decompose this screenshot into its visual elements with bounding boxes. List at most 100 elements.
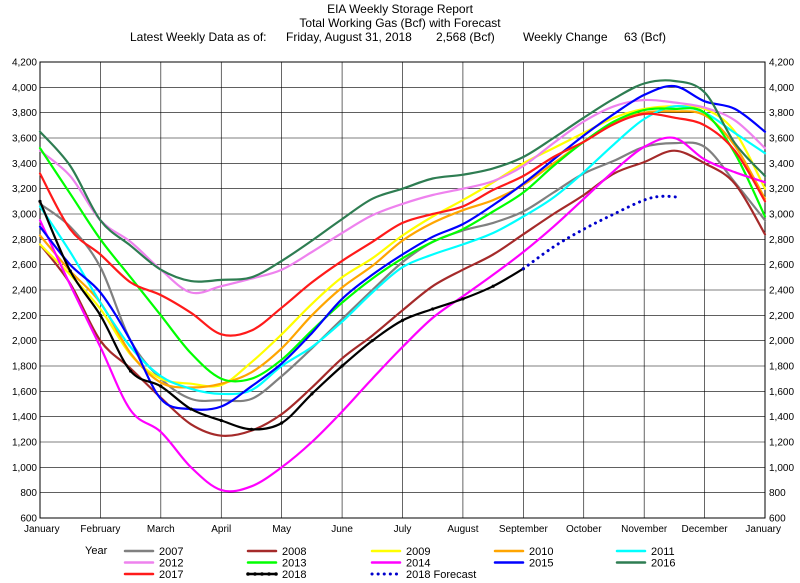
y-tick-label-right: 2,200 xyxy=(769,311,794,322)
y-tick-label: 2,800 xyxy=(12,235,37,246)
series-line-2009 xyxy=(38,104,767,388)
legend-label: 2018 xyxy=(282,569,306,581)
legend-label: 2016 xyxy=(651,558,675,570)
latest-value: 2,568 (Bcf) xyxy=(436,30,495,44)
legend-label: 2011 xyxy=(651,546,675,558)
legend-label: 2010 xyxy=(529,546,553,558)
y-tick-label: 800 xyxy=(20,488,37,499)
chart-subtitle: Total Working Gas (Bcf) with Forecast xyxy=(299,16,501,30)
legend-label: 2007 xyxy=(159,546,183,558)
y-tick-label: 2,200 xyxy=(12,311,37,322)
y-tick-label: 2,600 xyxy=(12,260,37,271)
legend-label: 2015 xyxy=(529,558,553,570)
series-point-2018 xyxy=(370,339,374,343)
legend-marker xyxy=(246,572,250,576)
y-tick-label-right: 1,400 xyxy=(769,412,794,423)
y-tick-label: 1,600 xyxy=(12,387,37,398)
legend-marker xyxy=(267,572,271,576)
series-point-2018 xyxy=(400,318,405,322)
y-tick-label-right: 3,800 xyxy=(769,108,794,119)
y-tick-label: 3,400 xyxy=(12,159,37,170)
y-tick-label: 2,000 xyxy=(12,336,37,347)
legend-label: 2014 xyxy=(406,558,430,570)
x-axis: January February March April May June July Augu… xyxy=(24,524,781,535)
series-line-2018-forecast xyxy=(521,194,682,271)
y-tick-label: 1,000 xyxy=(12,463,37,474)
series-line-2014 xyxy=(38,136,767,493)
x-tick-label: November xyxy=(621,524,668,535)
series-line-2011 xyxy=(38,105,767,396)
legend-label: 2018 Forecast xyxy=(406,569,476,581)
y-tick-label-right: 800 xyxy=(769,488,786,499)
legend-marker xyxy=(253,572,257,576)
y-tick-label: 3,600 xyxy=(12,134,37,145)
y-tick-label: 4,000 xyxy=(12,83,37,94)
y-tick-label: 600 xyxy=(20,514,37,525)
chart-title: EIA Weekly Storage Report xyxy=(327,2,473,16)
x-tick-label: October xyxy=(566,524,602,535)
series-point-2018 xyxy=(38,199,42,203)
series-line-2016 xyxy=(38,79,767,283)
x-tick-label: May xyxy=(272,524,291,535)
latest-date: Friday, August 31, 2018 xyxy=(286,30,412,44)
x-tick-label: December xyxy=(682,524,729,535)
x-tick-label: March xyxy=(147,524,175,535)
weekly-change-value: 63 (Bcf) xyxy=(624,30,667,44)
series-point-2018 xyxy=(280,421,284,425)
plot-frame xyxy=(39,61,766,519)
legend-marker xyxy=(274,572,278,576)
series-point-2018 xyxy=(159,384,163,388)
x-tick-label: January xyxy=(745,524,781,535)
y-tick-label: 3,800 xyxy=(12,108,37,119)
y-tick-label-right: 1,800 xyxy=(769,362,794,373)
y-tick-label: 1,200 xyxy=(12,438,37,449)
legend-label: 2008 xyxy=(282,546,306,558)
x-tick-label: August xyxy=(447,524,478,535)
series-line-2010 xyxy=(38,110,767,389)
series-point-2018 xyxy=(219,418,223,423)
series-point-2018 xyxy=(431,307,435,311)
legend-label: 2012 xyxy=(159,558,183,570)
y-tick-label-right: 4,000 xyxy=(769,83,794,94)
series-point-2018 xyxy=(68,269,72,273)
x-tick-label: September xyxy=(499,524,549,535)
latest-label: Latest Weekly Data as of: xyxy=(130,30,267,44)
y-tick-label-right: 1,200 xyxy=(769,438,794,449)
series-point-2018 xyxy=(249,427,254,431)
x-tick-label: July xyxy=(394,524,412,535)
series-point-2018 xyxy=(461,297,465,301)
y-tick-label-right: 2,800 xyxy=(769,235,794,246)
series-point-2018 xyxy=(129,369,133,373)
y-axis-left: 600 800 1,000 1,200 1,400 1,600 1,800 2,000 2,20… xyxy=(12,58,37,525)
x-tick-label: April xyxy=(211,524,231,535)
y-tick-label: 1,800 xyxy=(12,362,37,373)
y-tick-label-right: 1,000 xyxy=(769,463,794,474)
series-point-2018 xyxy=(340,364,344,368)
series-lines xyxy=(38,79,767,493)
legend-title: Year xyxy=(85,545,108,557)
y-tick-label-right: 3,000 xyxy=(769,210,794,221)
y-tick-label-right: 4,200 xyxy=(769,58,794,69)
y-tick-label-right: 3,600 xyxy=(769,134,794,145)
y-tick-label-right: 2,600 xyxy=(769,260,794,271)
y-tick-label-right: 3,400 xyxy=(769,159,794,170)
series-line-2015 xyxy=(38,84,767,411)
series-point-2018 xyxy=(98,313,103,317)
series-line-2013 xyxy=(38,107,767,383)
x-tick-label: February xyxy=(80,524,120,535)
legend-marker xyxy=(260,572,264,576)
y-tick-label-right: 2,400 xyxy=(769,286,794,297)
weekly-change-label: Weekly Change xyxy=(523,30,608,44)
y-tick-label: 4,200 xyxy=(12,58,37,69)
x-tick-label: June xyxy=(331,524,353,535)
series-point-2018 xyxy=(189,407,193,411)
series-line-2017 xyxy=(38,112,767,337)
legend-label: 2013 xyxy=(282,558,306,570)
y-tick-label-right: 2,000 xyxy=(769,336,794,347)
y-tick-label-right: 3,200 xyxy=(769,184,794,195)
y-tick-label: 3,200 xyxy=(12,184,37,195)
y-axis-right: 600 800 1,000 1,200 1,400 1,600 1,800 2,000 2,20… xyxy=(769,58,794,525)
chart-header: EIA Weekly Storage Report Total Working … xyxy=(0,2,800,44)
